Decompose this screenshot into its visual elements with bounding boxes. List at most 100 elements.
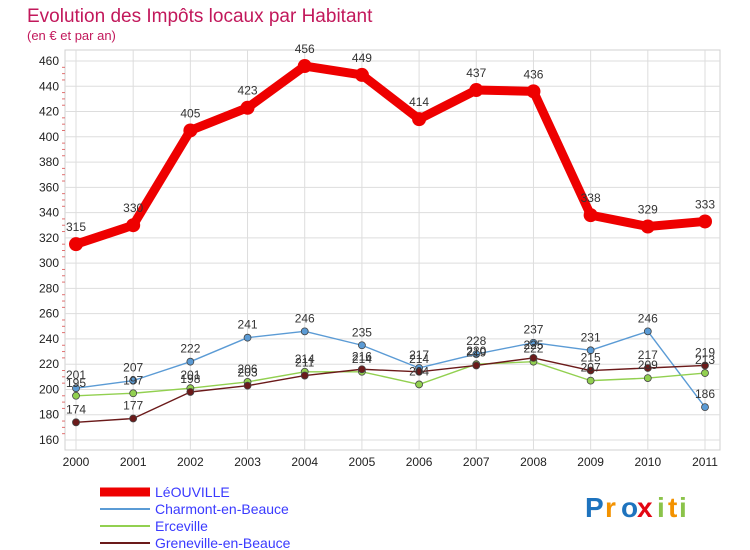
data-point — [129, 376, 138, 385]
data-point — [586, 366, 595, 375]
data-point — [129, 414, 138, 423]
y-tick-label: 280 — [39, 281, 59, 295]
x-tick-label: 2005 — [349, 455, 376, 469]
data-point — [72, 384, 80, 393]
data-label: 228 — [466, 334, 486, 348]
x-tick-label: 2010 — [634, 455, 661, 469]
data-label: 219 — [695, 345, 715, 359]
data-label: 209 — [638, 358, 658, 372]
data-label: 207 — [581, 361, 601, 375]
data-label: 235 — [352, 325, 372, 339]
data-label: 246 — [295, 311, 315, 325]
grid-layer — [64, 49, 721, 451]
data-point — [698, 214, 712, 229]
x-tick-label: 2000 — [63, 455, 90, 469]
legend-label: Charmont-en-Beauce — [155, 501, 289, 517]
x-tick-label: 2001 — [120, 455, 147, 469]
data-label: 213 — [695, 353, 715, 367]
data-label: 246 — [638, 311, 658, 325]
logo-letter: t — [668, 492, 677, 523]
data-label: 437 — [466, 66, 486, 80]
chart-title: Evolution des Impôts locaux par Habitant — [27, 6, 373, 27]
data-label: 217 — [638, 348, 658, 362]
data-point — [354, 67, 369, 82]
data-point — [529, 353, 538, 362]
x-tick-label: 2009 — [577, 455, 604, 469]
data-point — [586, 376, 595, 385]
series-line-3 — [75, 357, 706, 424]
logo-letter: o — [621, 492, 638, 523]
plot-area — [64, 49, 721, 451]
legend-label: LéOUVILLE — [155, 484, 230, 500]
data-point — [300, 371, 309, 380]
y-tick-label: 420 — [39, 105, 59, 119]
x-tick-label: 2004 — [291, 455, 318, 469]
data-point — [72, 391, 80, 400]
y-tick-label: 440 — [39, 79, 59, 93]
data-label: 198 — [180, 372, 200, 386]
y-tick-label: 260 — [39, 307, 59, 321]
y-tick-label: 400 — [39, 130, 59, 144]
data-label: 207 — [123, 361, 143, 375]
data-label: 186 — [695, 387, 715, 401]
data-point — [69, 237, 83, 252]
x-tick-label: 2006 — [406, 455, 433, 469]
data-point — [643, 374, 652, 382]
x-tick-label: 2002 — [177, 455, 204, 469]
data-point — [243, 381, 252, 390]
data-point — [469, 83, 484, 98]
series-line-2 — [75, 360, 706, 397]
data-label: 414 — [409, 95, 429, 109]
y-tick-label: 200 — [39, 382, 59, 396]
data-point — [358, 365, 366, 374]
data-label: 315 — [66, 220, 86, 234]
data-point — [186, 357, 195, 366]
legend-label: Erceville — [155, 518, 208, 534]
data-label: 195 — [66, 376, 86, 390]
data-label: 214 — [295, 352, 315, 366]
data-point — [412, 112, 427, 127]
x-tick-label: 2008 — [520, 455, 547, 469]
legend: LéOUVILLECharmont-en-BeauceErcevilleGren… — [100, 484, 291, 550]
data-label: 237 — [523, 323, 543, 337]
data-point — [358, 341, 366, 350]
series-line-1 — [75, 330, 706, 408]
data-label: 203 — [238, 366, 258, 380]
data-label: 423 — [238, 84, 258, 98]
data-point — [701, 403, 709, 412]
x-tick-label: 2007 — [463, 455, 490, 469]
data-label: 222 — [523, 342, 543, 356]
data-label: 206 — [238, 362, 258, 376]
chart-subtitle: (en € et par an) — [27, 28, 116, 43]
series-layer — [69, 59, 712, 427]
data-label: 456 — [295, 42, 315, 56]
y-tick-label: 240 — [39, 332, 59, 346]
data-point — [300, 327, 309, 336]
data-label: 215 — [581, 351, 601, 365]
logo-letter: i — [657, 492, 665, 523]
legend-label: Greneville-en-Beauce — [155, 535, 291, 550]
data-label: 436 — [523, 67, 543, 81]
series-line-0 — [71, 61, 710, 249]
data-label: 225 — [523, 338, 543, 352]
data-label: 211 — [295, 356, 314, 370]
data-point — [129, 389, 138, 398]
y-tick-label: 160 — [39, 433, 59, 447]
data-point — [415, 367, 423, 376]
logo-letter: P — [585, 492, 604, 523]
data-point — [72, 418, 80, 427]
data-point — [243, 333, 252, 342]
data-label: 214 — [352, 352, 372, 366]
data-label: 329 — [638, 202, 658, 216]
y-tick-label: 180 — [39, 408, 59, 422]
data-point — [586, 346, 595, 355]
data-label: 449 — [352, 51, 372, 65]
data-point — [183, 123, 198, 138]
data-label: 174 — [66, 402, 86, 416]
y-tick-label: 320 — [39, 231, 59, 245]
data-label: 222 — [180, 342, 200, 356]
data-label: 219 — [466, 345, 486, 359]
y-tick-label: 380 — [39, 155, 59, 169]
data-label: 204 — [409, 364, 429, 378]
